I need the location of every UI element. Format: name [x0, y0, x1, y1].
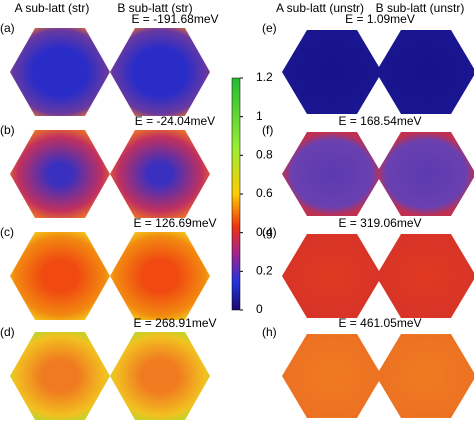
panel-title: E = 126.69meV — [133, 216, 216, 230]
panel-title: E = 268.91meV — [133, 316, 216, 330]
hexagon-map — [110, 332, 210, 420]
hexagon-map — [10, 28, 110, 116]
hexagon-map — [282, 132, 382, 216]
panel-title: E = 461.05meV — [338, 316, 421, 330]
colorbar-tick-label: 0.2 — [256, 264, 273, 278]
column-header: A sub-latt (unstr) — [276, 1, 364, 15]
column-header: A sub-latt (str) — [15, 1, 90, 15]
hexagon-map — [282, 234, 382, 318]
panel-label: (f) — [262, 123, 273, 137]
hexagon-map — [376, 334, 474, 418]
column-header: B sub-latt (unstr) — [376, 1, 465, 15]
hexagon-map — [282, 30, 382, 114]
colorbar-tick-label: 1.2 — [256, 70, 273, 84]
panel-title: E = 168.54meV — [338, 114, 421, 128]
panel-title: E = 319.06meV — [338, 216, 421, 230]
hexagon-map — [10, 232, 110, 320]
column-header: B sub-latt (str) — [117, 1, 192, 15]
hexagon-map — [10, 130, 110, 218]
panel-label: (e) — [262, 21, 277, 35]
hexagon-map — [376, 234, 474, 318]
hexagon-map — [376, 132, 474, 216]
panel-label: (c) — [0, 225, 14, 239]
panel-label: (b) — [0, 123, 15, 137]
colorbar-tick-label: 0 — [256, 302, 263, 316]
hexagon-map — [282, 334, 382, 418]
panel-label: (h) — [262, 325, 277, 339]
hexagon-map — [110, 28, 210, 116]
colorbar-tick-label: 1 — [256, 109, 263, 123]
hexagon-map — [110, 232, 210, 320]
panel-label: (a) — [0, 21, 15, 35]
colorbar — [231, 77, 241, 311]
hexagon-map — [376, 30, 474, 114]
panel-title: E = -191.68meV — [131, 12, 218, 26]
panel-label: (d) — [0, 325, 15, 339]
colorbar-tick-label: 0.8 — [256, 148, 273, 162]
panel-title: E = 1.09meV — [345, 12, 415, 26]
panel-title: E = -24.04meV — [135, 114, 215, 128]
panel-label: (g) — [262, 225, 277, 239]
colorbar-tick-label: 0.6 — [256, 186, 273, 200]
hexagon-map — [110, 130, 210, 218]
hexagon-map — [10, 332, 110, 420]
colorbar-tick-label: 0.4 — [256, 225, 273, 239]
